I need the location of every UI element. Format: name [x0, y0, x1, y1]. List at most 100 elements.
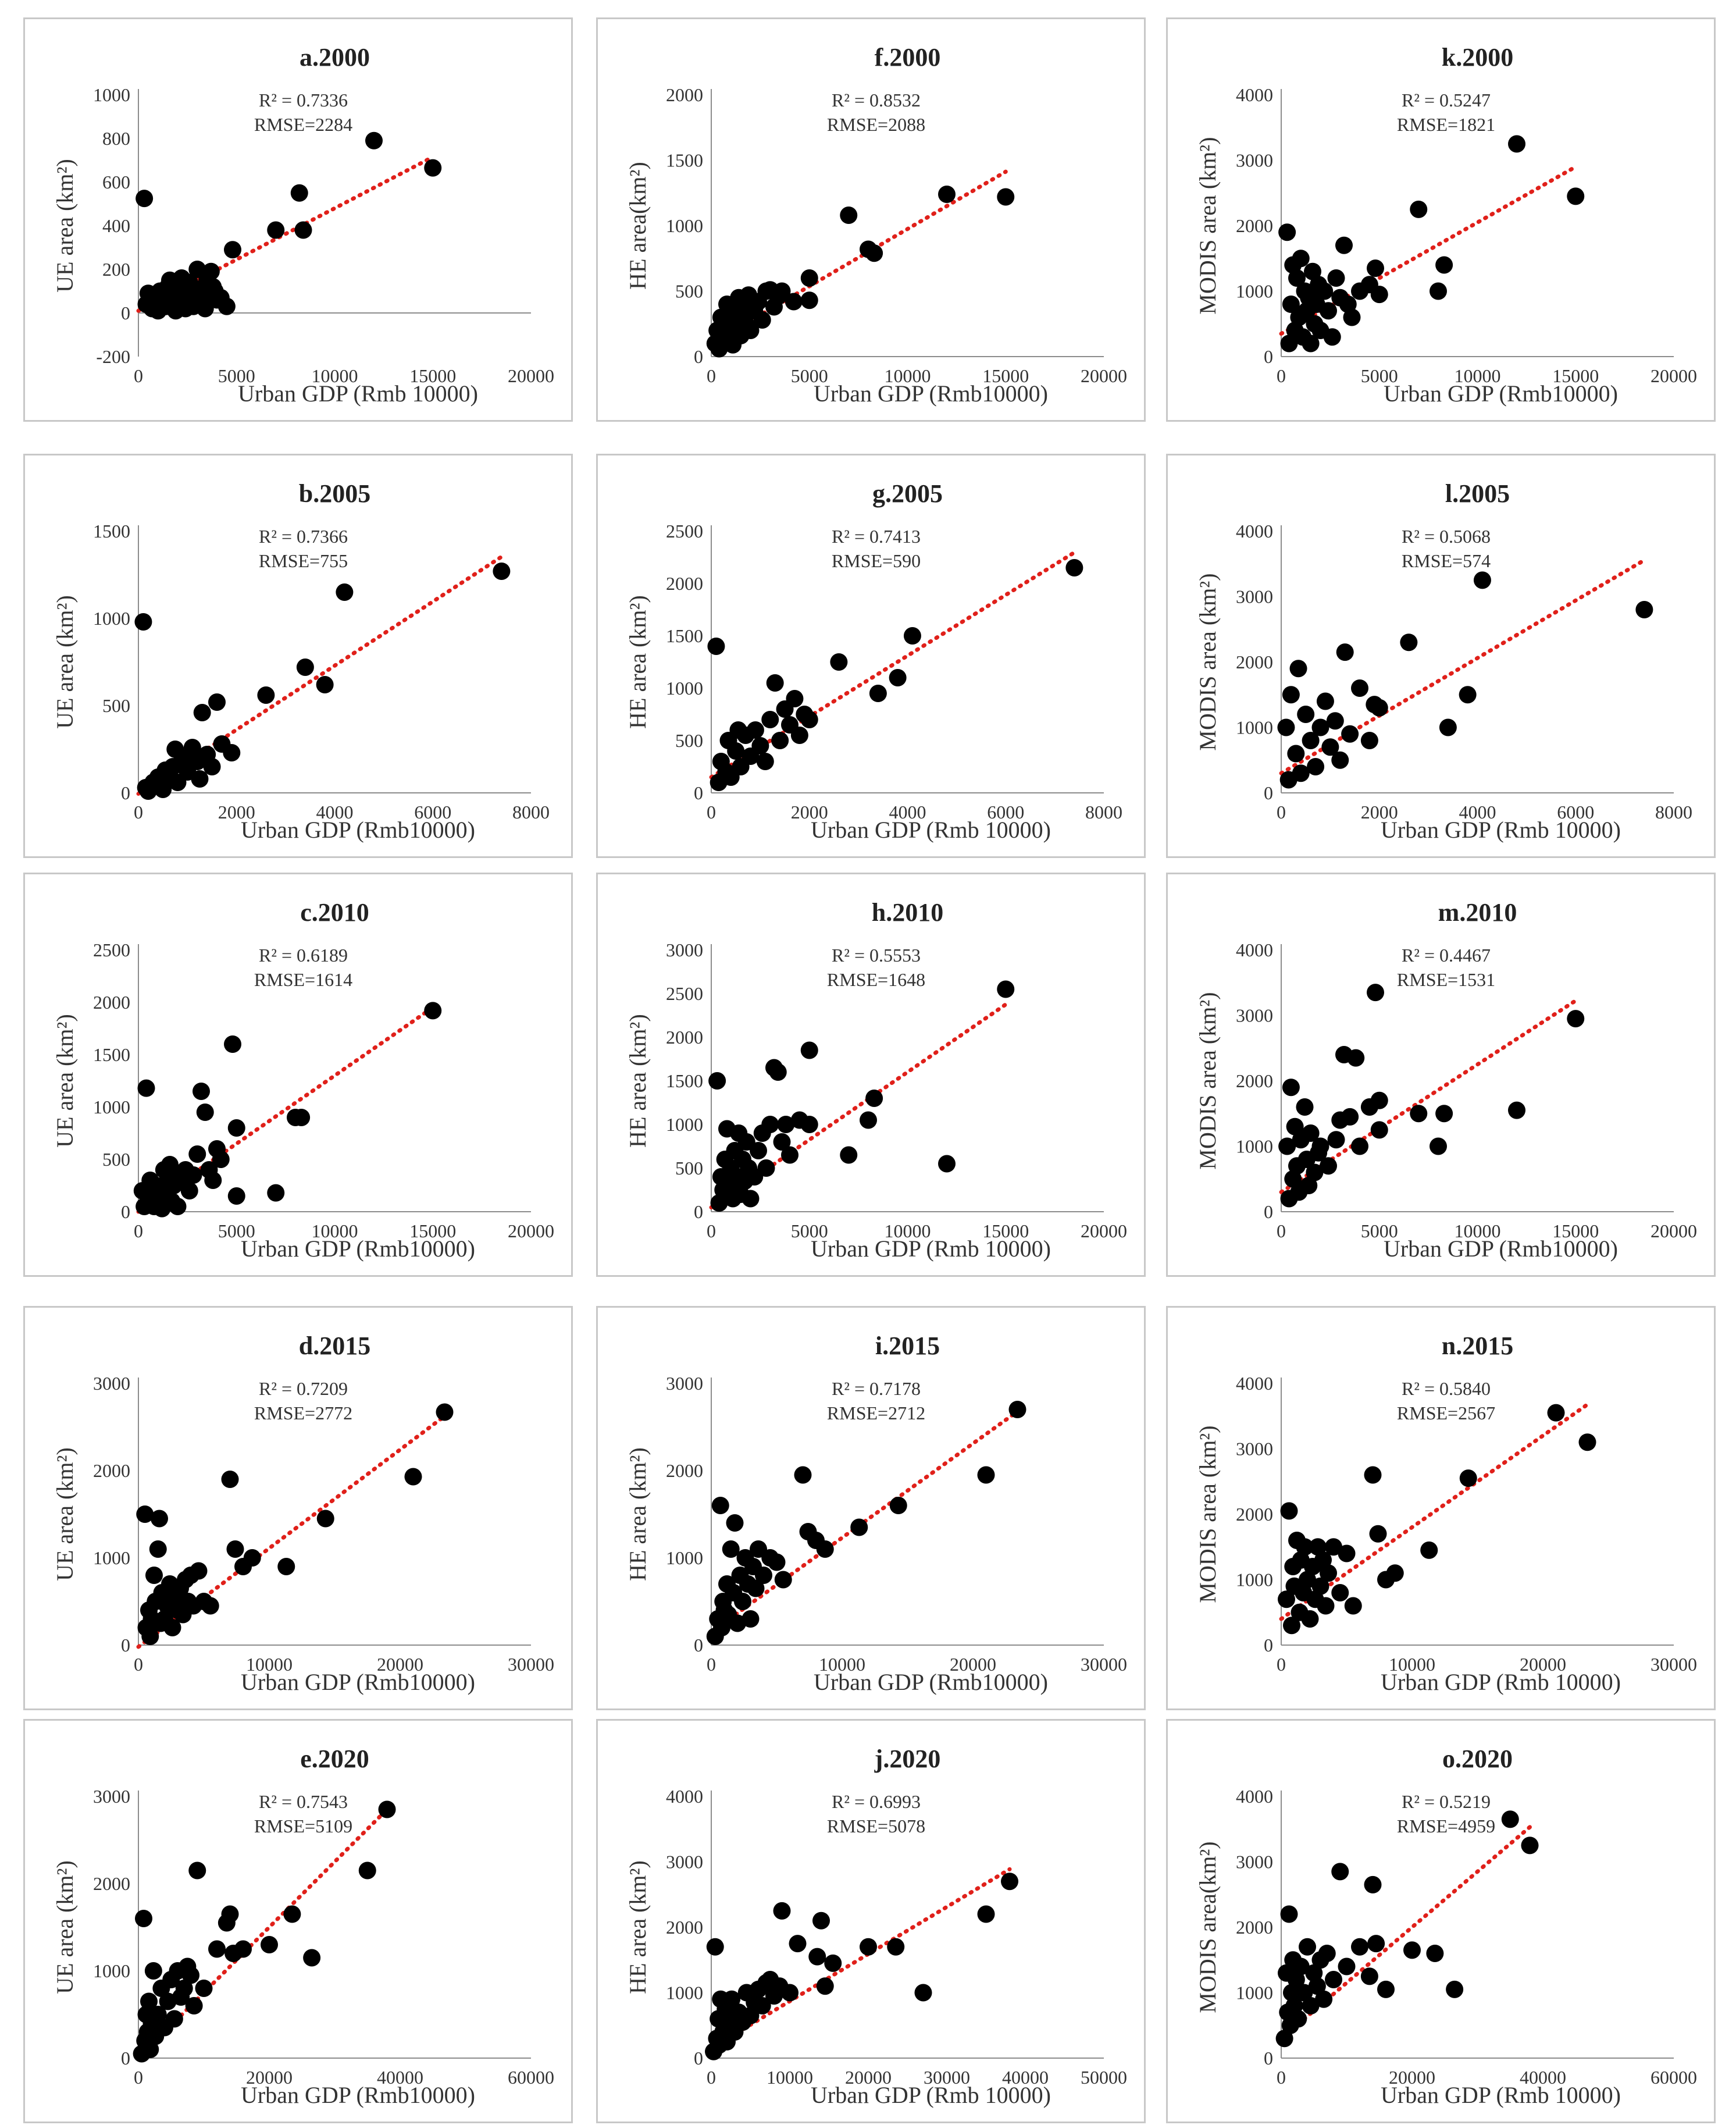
x-tick-label: 10000 — [885, 1220, 931, 1241]
data-point — [208, 693, 226, 711]
data-point — [283, 1905, 301, 1923]
r-squared-label: R² = 0.7209 — [259, 1378, 348, 1399]
y-axis-label: UE area (km²) — [52, 159, 78, 293]
y-axis-label: UE area (km²) — [52, 1014, 78, 1148]
data-point — [786, 690, 804, 707]
x-tick-label: 30000 — [1081, 1654, 1127, 1675]
rmse-label: RMSE=2567 — [1397, 1403, 1495, 1423]
y-tick-label: 2500 — [93, 939, 130, 960]
y-tick-label: 0 — [694, 1635, 703, 1656]
data-point — [136, 190, 154, 208]
r-squared-label: R² = 0.8532 — [832, 90, 921, 111]
data-point — [1304, 262, 1321, 280]
data-point — [180, 1182, 198, 1199]
data-point — [226, 1540, 244, 1558]
data-point — [1426, 1945, 1444, 1962]
data-point — [191, 770, 209, 788]
x-tick-label: 0 — [707, 365, 716, 386]
y-axis-label: HE area (km²) — [625, 1860, 651, 1994]
data-point — [742, 2006, 760, 2024]
scatter-chart-m: m.2010 0 1000 2000 3000 4000 0 5000 10000 15000 20… — [1195, 898, 1697, 1262]
data-point — [1285, 1997, 1303, 2014]
r-squared-label: R² = 0.7366 — [259, 526, 348, 547]
data-point — [1377, 1980, 1395, 1998]
y-tick-label: 0 — [694, 782, 703, 803]
data-point — [1299, 1571, 1316, 1589]
x-tick-label: 10000 — [1455, 1220, 1501, 1241]
y-tick-label: 2000 — [93, 992, 130, 1013]
data-point — [977, 1466, 995, 1484]
y-tick-label: 500 — [102, 1149, 130, 1170]
y-tick-label: 1000 — [1236, 717, 1273, 738]
x-tick-label: 20000 — [508, 365, 554, 386]
data-point — [746, 721, 764, 739]
chart-panel-d: d.2015 0 1000 2000 3000 0 10000 20000 30000 Urban… — [23, 1306, 573, 1710]
data-point — [812, 1912, 830, 1930]
data-point — [183, 739, 201, 756]
chart-title: o.2020 — [1442, 1745, 1513, 1773]
x-tick-label: 10000 — [819, 1654, 865, 1675]
data-point — [808, 1948, 826, 1966]
data-point — [711, 1497, 729, 1514]
y-tick-label: 3000 — [666, 1373, 703, 1394]
chart-title: n.2015 — [1442, 1332, 1513, 1360]
data-point — [267, 221, 285, 239]
y-tick-label: 2500 — [666, 521, 703, 542]
data-point — [1292, 764, 1310, 782]
data-point — [766, 674, 784, 692]
y-axis-label: MODIS area(km²) — [1195, 1841, 1221, 2013]
chart-panel-j: j.2020 0 1000 2000 3000 4000 0 10000 20000 30000 4… — [596, 1719, 1146, 2123]
data-point — [169, 1198, 187, 1215]
data-point — [303, 1949, 321, 1967]
data-point — [1335, 236, 1353, 254]
data-point — [761, 711, 779, 728]
y-tick-label: 2000 — [1236, 652, 1273, 672]
y-tick-label: 0 — [694, 2048, 703, 2069]
x-tick-label: 10000 — [1455, 365, 1501, 386]
data-point — [1295, 1984, 1313, 2002]
data-point — [1403, 1941, 1421, 1959]
y-axis-label: MODIS area (km²) — [1195, 137, 1221, 314]
scatter-chart-c: c.2010 0 500 1000 1500 2000 2500 0 5000 10000 1500… — [52, 898, 554, 1262]
data-point — [424, 159, 442, 177]
chart-panel-h: h.2010 0 500 1000 1500 2000 2500 3000 0 5000 10000… — [596, 873, 1146, 1277]
r-squared-label: R² = 0.5068 — [1402, 526, 1491, 547]
data-point — [789, 1935, 807, 1953]
data-point — [722, 1540, 740, 1558]
data-point — [816, 1540, 834, 1558]
data-point — [1435, 1105, 1453, 1123]
y-tick-label: -200 — [96, 346, 130, 367]
x-axis-label: Urban GDP (Rmb 10000) — [811, 817, 1051, 843]
r-squared-label: R² = 0.5247 — [1402, 90, 1491, 111]
data-point — [1292, 250, 1310, 268]
data-point — [1326, 712, 1344, 730]
x-tick-label: 15000 — [982, 365, 1029, 386]
data-point — [378, 1800, 396, 1818]
data-point — [293, 1109, 311, 1126]
x-tick-label: 60000 — [1651, 2067, 1697, 2088]
data-point — [1309, 1538, 1327, 1556]
x-axis-label: Urban GDP (Rmb 10000) — [811, 2082, 1051, 2108]
x-tick-label: 15000 — [982, 1220, 1029, 1241]
data-point — [800, 291, 818, 309]
x-tick-label: 5000 — [1361, 365, 1398, 386]
rmse-label: RMSE=2772 — [254, 1403, 352, 1423]
x-tick-label: 4000 — [889, 802, 926, 823]
y-tick-label: 1000 — [93, 1547, 130, 1568]
data-point — [144, 1962, 162, 1980]
chart-title: a.2000 — [300, 43, 370, 72]
x-tick-label: 4000 — [1459, 802, 1496, 823]
chart-title: l.2005 — [1445, 479, 1510, 508]
data-point — [869, 685, 887, 702]
data-point — [1325, 1538, 1342, 1556]
y-tick-label: 3000 — [1236, 150, 1273, 171]
x-axis-label: Urban GDP (Rmb 10000) — [811, 1236, 1051, 1262]
data-point — [141, 2041, 159, 2058]
trendline — [1279, 165, 1578, 336]
data-point — [850, 1518, 868, 1536]
scatter-chart-h: h.2010 0 500 1000 1500 2000 2500 3000 0 5000 10000… — [625, 898, 1127, 1262]
chart-title: j.2020 — [874, 1745, 941, 1773]
x-tick-label: 15000 — [1552, 365, 1599, 386]
